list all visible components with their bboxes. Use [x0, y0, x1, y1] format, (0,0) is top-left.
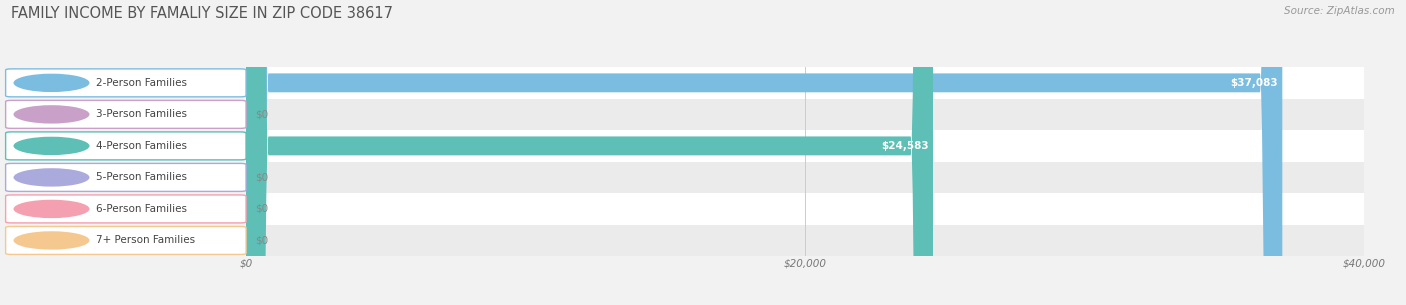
Text: 2-Person Families: 2-Person Families [96, 78, 187, 88]
Bar [246, 225, 1364, 256]
Bar [246, 99, 1364, 130]
Text: 5-Person Families: 5-Person Families [96, 172, 187, 182]
Text: $24,583: $24,583 [882, 141, 928, 151]
Bar [246, 67, 1364, 99]
Text: 6-Person Families: 6-Person Families [96, 204, 187, 214]
Text: $0: $0 [254, 109, 269, 119]
Text: 4-Person Families: 4-Person Families [96, 141, 187, 151]
Text: FAMILY INCOME BY FAMALIY SIZE IN ZIP CODE 38617: FAMILY INCOME BY FAMALIY SIZE IN ZIP COD… [11, 6, 394, 21]
FancyBboxPatch shape [246, 0, 1282, 305]
Text: $0: $0 [254, 172, 269, 182]
FancyBboxPatch shape [246, 0, 934, 305]
Text: 3-Person Families: 3-Person Families [96, 109, 187, 119]
Text: $0: $0 [254, 235, 269, 246]
Text: 7+ Person Families: 7+ Person Families [96, 235, 195, 246]
Text: Source: ZipAtlas.com: Source: ZipAtlas.com [1284, 6, 1395, 16]
Text: $0: $0 [254, 204, 269, 214]
Bar [246, 193, 1364, 225]
Bar [246, 130, 1364, 162]
Bar [246, 162, 1364, 193]
Text: $37,083: $37,083 [1230, 78, 1278, 88]
